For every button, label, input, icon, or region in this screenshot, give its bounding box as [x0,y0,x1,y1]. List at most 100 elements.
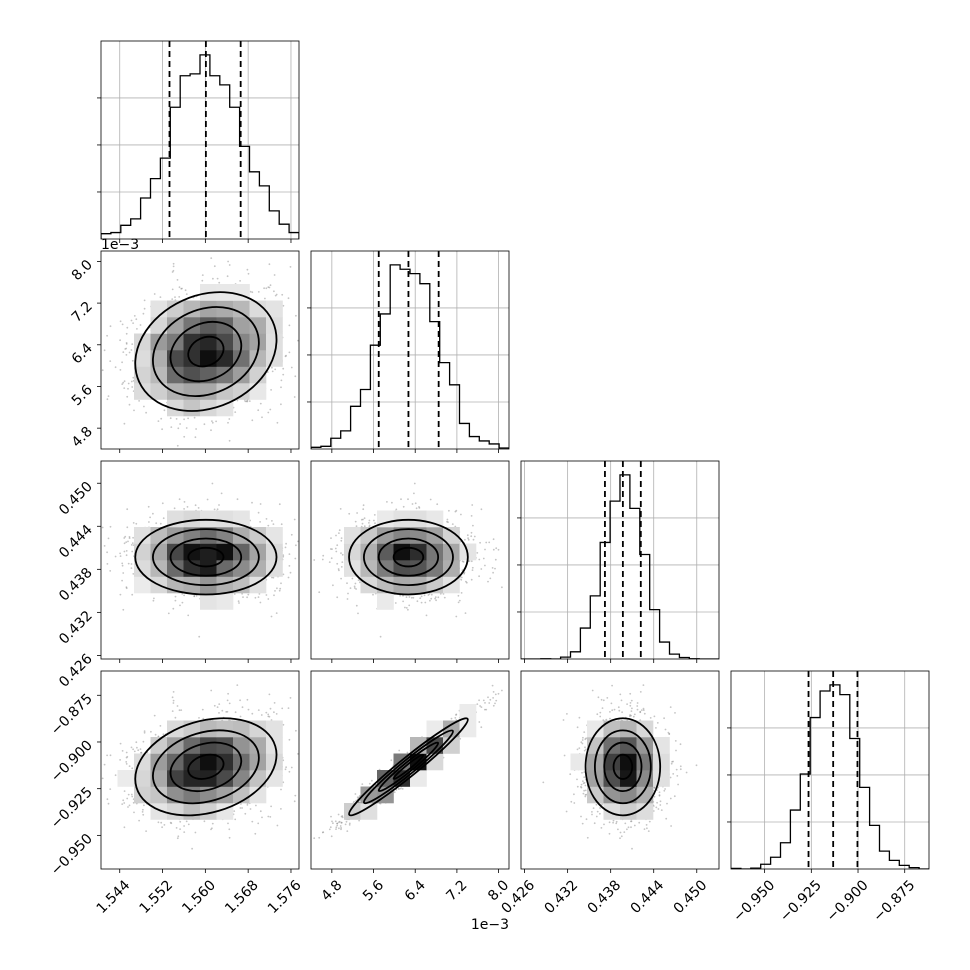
scatter-point [125,342,128,344]
density-cell [167,383,184,400]
scatter-point [329,548,332,550]
scatter-point [335,534,337,537]
scatter-point [278,589,281,592]
scatter-point [236,241,238,243]
scatter-point [288,565,291,567]
density-cell [167,560,184,577]
scatter-point [126,326,129,329]
scatter-point [276,421,279,424]
scatter-point [251,501,253,504]
scatter-point [429,498,432,501]
scatter-point [287,576,290,579]
density-cell [200,510,217,528]
scatter-point [354,582,357,585]
scatter-point [131,386,134,388]
scatter-point [323,544,325,546]
scatter-point [130,319,133,322]
scatter-point [193,595,196,598]
scatter-point [267,286,270,288]
scatter-point [161,502,164,505]
scatter-point [304,541,306,543]
scatter-point [109,570,112,572]
scatter-point [341,267,343,269]
scatter-point [125,550,128,552]
scatter-point [316,532,318,534]
scatter-point [259,402,262,405]
scatter-point [97,290,99,292]
scatter-point [101,369,104,372]
scatter-point [103,349,106,352]
density-cell [167,543,184,561]
scatter-point [284,546,287,549]
scatter-point [288,553,291,555]
scatter-point [284,355,287,358]
scatter-point [275,612,278,614]
scatter-point [119,320,122,323]
density-cell [216,399,234,417]
scatter-point [167,612,170,615]
density-cell [216,333,234,351]
scatter-point [114,366,117,369]
scatter-point [471,569,474,571]
density-cell [266,300,283,318]
scatter-point [316,305,318,307]
scatter-point [259,521,261,523]
scatter-point [109,325,112,328]
scatter-point [212,277,214,280]
density-cell [266,333,283,351]
density-cell [233,350,250,367]
scatter-point [372,593,374,596]
scatter-point [216,277,219,280]
density-cell [233,383,250,400]
scatter-point [119,369,122,371]
scatter-point [249,290,252,293]
scatter-point [128,536,131,538]
density-cell [249,383,267,400]
scatter-point [305,540,307,542]
scatter-point [176,279,179,281]
scatter-point [114,555,117,558]
scatter-point [160,417,163,420]
density-cell [266,350,283,367]
scatter-point [206,498,209,501]
scatter-point [248,400,251,402]
scatter-point [135,318,138,321]
scatter-point [301,574,303,576]
density-cell [233,366,250,384]
scatter-point [175,418,178,420]
scatter-point [107,537,110,540]
scatter-point [211,420,213,422]
scatter-point [176,444,179,447]
scatter-point [143,307,146,310]
scatter-point [290,533,293,536]
scatter-point [131,593,134,596]
scatter-point [280,379,283,382]
scatter-point [157,420,160,422]
scatter-contour-panel [310,460,510,663]
scatter-point [334,547,337,550]
y-tick-label: 8.0 [69,257,96,284]
scatter-point [300,292,302,294]
scatter-point [123,422,126,425]
scatter-point [301,554,303,556]
scatter-point [106,551,108,554]
scatter-point [293,396,296,398]
scatter-point [494,567,496,570]
scatter-point [220,492,223,495]
scatter-point [394,602,397,604]
scatter-point [97,549,99,551]
scatter-point [133,315,136,317]
axes-frame [100,460,300,660]
scatter-point [323,357,325,359]
scatter-point [106,563,109,565]
scatter-point [180,287,183,290]
scatter-point [271,366,273,369]
scatter-point [131,542,134,544]
scatter-point [492,538,495,541]
scatter-point [210,257,213,259]
density-cell [249,333,267,351]
scatter-point [279,587,282,590]
density-cell [183,510,201,528]
scatter-point [163,409,166,412]
scatter-point [472,538,475,541]
